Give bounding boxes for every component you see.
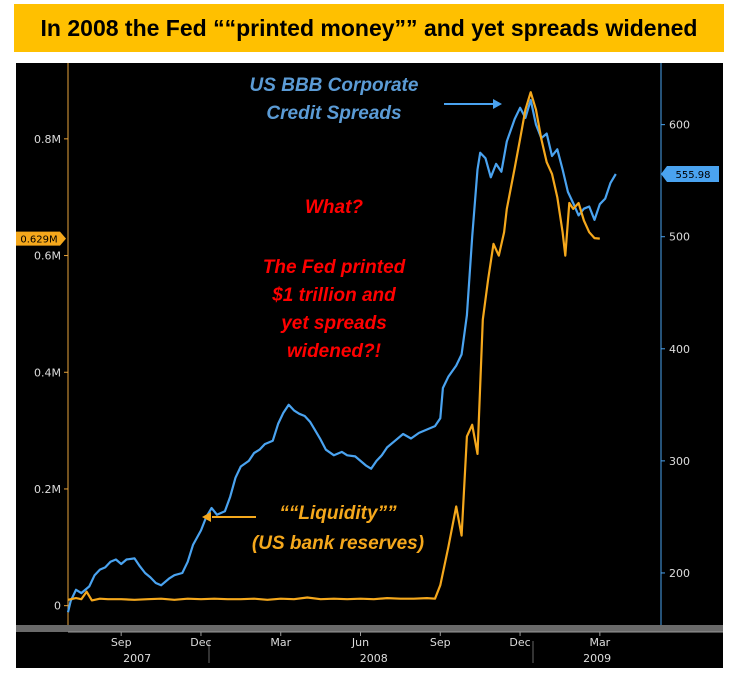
x-year-label: 2007 — [123, 652, 151, 665]
arrow-to-liquidity — [202, 512, 256, 522]
annotation-spreads-line1: US BBB Corporate — [250, 75, 419, 96]
left-tick-label: 0 — [54, 600, 61, 613]
right-last-value-label: 555.98 — [676, 170, 711, 181]
x-tick-label: Mar — [589, 636, 610, 649]
x-tick-label: Sep — [111, 636, 132, 649]
annotation-fed-line3: yet spreads — [280, 313, 387, 334]
right-tick-label: 500 — [669, 231, 690, 244]
right-tick-label: 200 — [669, 567, 690, 580]
arrow-to-spreads — [444, 99, 502, 109]
x-tick-label: Mar — [270, 636, 291, 649]
annotation-liquidity-line2: (US bank reserves) — [252, 533, 424, 554]
chart-title: In 2008 the Fed ““printed money”” and ye… — [14, 4, 724, 52]
chart-panel: 0 0.2M 0.4M 0.6M 0.8M 200 300 400 500 600 Sep Dec Ma… — [16, 63, 723, 668]
right-tick-label: 600 — [669, 119, 690, 132]
x-year-label: 2008 — [360, 652, 388, 665]
annotation-fed-line4: widened?! — [287, 341, 381, 362]
chart-svg: 0 0.2M 0.4M 0.6M 0.8M 200 300 400 500 600 Sep Dec Ma… — [16, 63, 723, 665]
left-tick-label: 0.8M — [34, 133, 61, 146]
x-year-label: 2009 — [583, 652, 611, 665]
series-line-liquidity — [67, 91, 600, 602]
x-tick-label: Sep — [430, 636, 451, 649]
left-tick-label: 0.4M — [34, 366, 61, 379]
x-tick-label: Dec — [190, 636, 211, 649]
annotation-fed-line1: The Fed printed — [263, 257, 406, 278]
left-tick-label: 0.2M — [34, 483, 61, 496]
left-last-value-label: 0.629M — [20, 235, 57, 246]
right-last-value-flag: 555.98 — [661, 165, 719, 182]
annotation-liquidity-line1: ““Liquidity”” — [279, 503, 397, 524]
annotation-spreads-line2: Credit Spreads — [266, 103, 401, 124]
x-axis-band — [16, 625, 723, 632]
x-tick-label: Jun — [351, 636, 369, 649]
annotation-what: What? — [305, 197, 363, 218]
right-tick-label: 400 — [669, 343, 690, 356]
left-tick-label: 0.6M — [34, 250, 61, 263]
right-tick-label: 300 — [669, 455, 690, 468]
annotation-fed-line2: $1 trillion and — [271, 285, 396, 306]
series-line-bbb-spreads — [66, 98, 617, 613]
left-last-value-flag: 0.629M — [16, 231, 66, 246]
x-tick-label: Dec — [509, 636, 530, 649]
